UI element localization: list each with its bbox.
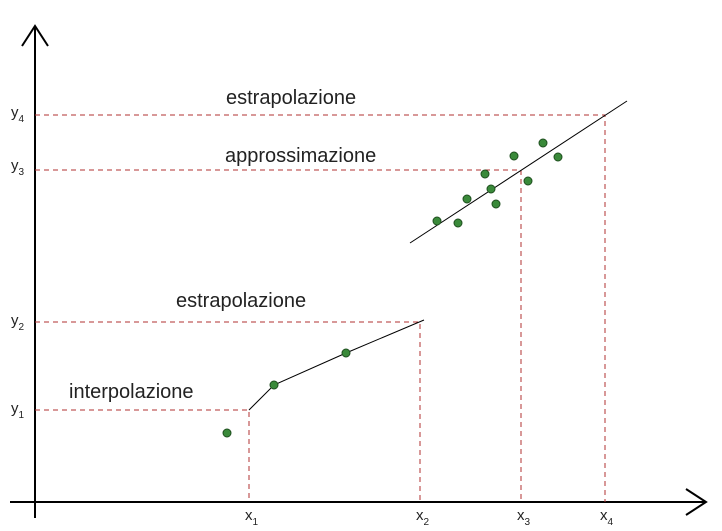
index: 4	[608, 517, 614, 528]
annotation: estrapolazione	[226, 87, 356, 109]
point	[553, 152, 563, 162]
annotation: approssimazione	[225, 145, 376, 167]
annotation: estrapolazione	[176, 290, 306, 312]
symbol: x	[245, 507, 253, 524]
index: 2	[424, 517, 430, 528]
point	[222, 428, 232, 438]
point	[453, 218, 463, 228]
scatter	[432, 138, 563, 228]
x-label: x3	[517, 507, 531, 528]
x-label: x2	[416, 507, 430, 528]
point	[462, 194, 472, 204]
y-label: y3	[11, 157, 25, 178]
x-arrow	[685, 488, 708, 516]
index: 3	[525, 517, 531, 528]
y-arrow	[21, 24, 49, 47]
y-label: y2	[11, 312, 25, 333]
point	[491, 199, 501, 209]
index: 1	[19, 410, 25, 421]
annotation: interpolazione	[69, 381, 194, 403]
guides	[35, 114, 606, 502]
index: 3	[19, 167, 25, 178]
fit-line	[409, 100, 628, 244]
symbol: y	[11, 400, 19, 417]
point	[341, 348, 351, 358]
symbol: y	[11, 104, 19, 121]
guide-2	[35, 321, 421, 502]
x-label: x1	[245, 507, 259, 528]
index: 4	[19, 114, 25, 125]
y-label: y4	[11, 104, 25, 125]
point	[523, 176, 533, 186]
point	[538, 138, 548, 148]
x-label: x4	[600, 507, 614, 528]
point	[269, 380, 279, 390]
point	[480, 169, 490, 179]
symbol: y	[11, 157, 19, 174]
symbol: y	[11, 312, 19, 329]
y-label: y1	[11, 400, 25, 421]
symbol: x	[517, 507, 525, 524]
point	[432, 216, 442, 226]
guide-1	[35, 409, 250, 502]
index: 2	[19, 322, 25, 333]
interp-line	[248, 319, 425, 411]
symbol: x	[600, 507, 608, 524]
guide-3	[35, 169, 522, 502]
point	[509, 151, 519, 161]
point	[486, 184, 496, 194]
symbol: x	[416, 507, 424, 524]
index: 1	[253, 517, 259, 528]
guide-4	[35, 114, 606, 502]
